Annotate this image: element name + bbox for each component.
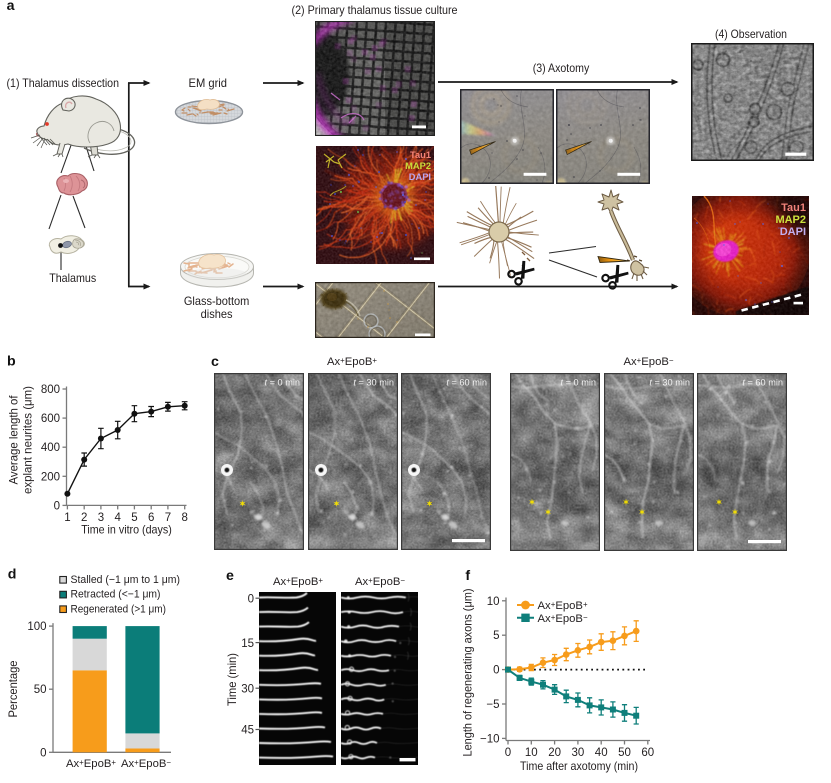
svg-text:0: 0 xyxy=(248,593,254,605)
svg-text:t = 30 min: t = 30 min xyxy=(649,377,690,387)
svg-text:Thalamus: Thalamus xyxy=(49,271,96,285)
svg-text:Time in vitro (days): Time in vitro (days) xyxy=(81,524,172,537)
svg-text:−10: −10 xyxy=(480,733,500,745)
svg-text:f: f xyxy=(465,568,470,584)
svg-text:Tau1: Tau1 xyxy=(410,150,431,160)
svg-text:45: 45 xyxy=(241,725,254,737)
svg-text:Ax+EpoB−: Ax+EpoB− xyxy=(623,356,673,368)
svg-text:Glass-bottom: Glass-bottom xyxy=(184,294,250,308)
svg-text:0: 0 xyxy=(54,500,60,512)
svg-text:6: 6 xyxy=(148,512,154,524)
svg-text:t = 30 min: t = 30 min xyxy=(353,378,394,388)
svg-text:5: 5 xyxy=(493,630,499,642)
svg-text:50: 50 xyxy=(618,747,631,759)
svg-text:15: 15 xyxy=(241,638,254,650)
svg-text:10: 10 xyxy=(487,596,500,608)
svg-text:60: 60 xyxy=(641,747,654,759)
svg-text:Stalled (−1 μm to 1 μm): Stalled (−1 μm to 1 μm) xyxy=(71,574,181,586)
svg-text:MAP2: MAP2 xyxy=(405,161,431,171)
svg-text:10: 10 xyxy=(525,747,538,759)
svg-text:Ax+EpoB+: Ax+EpoB+ xyxy=(273,576,323,588)
svg-text:0: 0 xyxy=(493,665,499,677)
svg-text:(2) Primary thalamus tissue cu: (2) Primary thalamus tissue culture xyxy=(292,3,458,17)
svg-text:Average length of: Average length of xyxy=(8,395,21,485)
svg-text:EM grid: EM grid xyxy=(189,76,228,90)
svg-text:Regenerated (>1 μm): Regenerated (>1 μm) xyxy=(71,603,167,615)
svg-text:7: 7 xyxy=(165,512,171,524)
svg-text:DAPI: DAPI xyxy=(780,226,806,238)
svg-text:Ax+EpoB+: Ax+EpoB+ xyxy=(66,758,116,770)
svg-text:dishes: dishes xyxy=(201,307,233,321)
svg-text:50: 50 xyxy=(34,684,47,696)
svg-text:Tau1: Tau1 xyxy=(781,202,806,214)
svg-text:3: 3 xyxy=(98,512,104,524)
svg-text:(3) Axotomy: (3) Axotomy xyxy=(533,61,590,75)
svg-text:2: 2 xyxy=(81,512,87,524)
svg-text:a: a xyxy=(7,0,15,14)
svg-text:d: d xyxy=(8,567,17,583)
svg-text:1: 1 xyxy=(64,512,70,524)
svg-text:0: 0 xyxy=(40,747,46,759)
svg-text:Ax+EpoB−: Ax+EpoB− xyxy=(538,612,588,624)
svg-text:Length of regenerating axons (: Length of regenerating axons (μm) xyxy=(462,588,475,756)
svg-text:Ax+EpoB+: Ax+EpoB+ xyxy=(327,356,377,368)
svg-text:Time after axotomy (min): Time after axotomy (min) xyxy=(520,760,638,773)
svg-text:4: 4 xyxy=(114,512,121,524)
svg-text:−5: −5 xyxy=(486,699,499,711)
svg-text:b: b xyxy=(7,353,16,369)
svg-text:400: 400 xyxy=(41,442,60,454)
svg-text:Percentage: Percentage xyxy=(7,661,20,718)
svg-text:30: 30 xyxy=(572,747,585,759)
svg-text:600: 600 xyxy=(41,413,60,425)
svg-text:100: 100 xyxy=(27,621,46,633)
svg-text:800: 800 xyxy=(41,384,60,396)
svg-text:t = 60 min: t = 60 min xyxy=(446,378,487,388)
svg-text:0: 0 xyxy=(505,747,511,759)
svg-text:20: 20 xyxy=(548,747,561,759)
svg-text:Time (min): Time (min) xyxy=(226,653,239,706)
svg-text:8: 8 xyxy=(181,512,187,524)
svg-text:40: 40 xyxy=(595,747,608,759)
svg-text:200: 200 xyxy=(41,471,60,483)
svg-text:Ax+EpoB−: Ax+EpoB− xyxy=(121,758,171,770)
svg-text:(1) Thalamus dissection: (1) Thalamus dissection xyxy=(7,76,120,90)
svg-text:t = 60 min: t = 60 min xyxy=(742,377,783,387)
svg-text:(4) Observation: (4) Observation xyxy=(715,27,787,41)
svg-text:Ax+EpoB−: Ax+EpoB− xyxy=(355,576,405,588)
svg-text:30: 30 xyxy=(241,683,254,695)
svg-text:t = 0 min: t = 0 min xyxy=(561,377,597,387)
svg-text:Ax+EpoB+: Ax+EpoB+ xyxy=(538,600,588,612)
svg-text:5: 5 xyxy=(131,512,137,524)
svg-text:DAPI: DAPI xyxy=(409,172,431,182)
svg-text:explant neurites (μm): explant neurites (μm) xyxy=(22,386,35,494)
svg-text:Retracted (<−1 μm): Retracted (<−1 μm) xyxy=(71,589,161,601)
svg-text:MAP2: MAP2 xyxy=(775,214,806,226)
svg-text:t = 0 min: t = 0 min xyxy=(264,378,300,388)
